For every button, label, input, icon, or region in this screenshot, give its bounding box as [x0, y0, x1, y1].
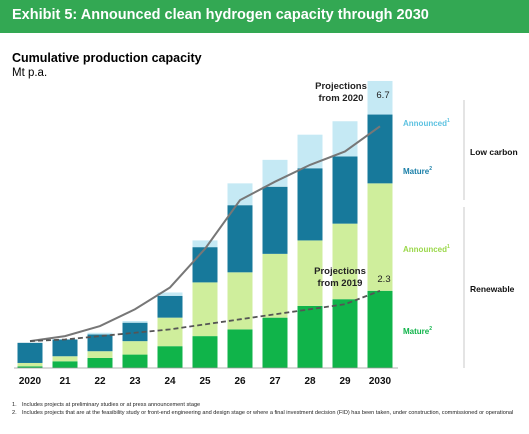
lines-layer — [29, 125, 381, 343]
bar-low-carbon-mature-28 — [297, 168, 323, 241]
bar-low-carbon-mature-27 — [262, 186, 288, 254]
projection-2020-label-line2: from 2020 — [319, 93, 364, 104]
label-mature-top: Mature — [403, 167, 430, 176]
bar-renewable-mature-23 — [122, 354, 148, 368]
projection-2020-value: 6.7 — [376, 90, 389, 101]
bar-low-carbon-mature-26 — [227, 205, 253, 273]
label-announced-bottom-wrap: Announced1 — [403, 244, 450, 254]
bar-renewable-announced-21 — [52, 356, 78, 362]
label-announced-top-sup: 1 — [447, 118, 450, 124]
bar-renewable-mature-25 — [192, 336, 218, 368]
bar-low-carbon-mature-21 — [52, 339, 78, 357]
bar-renewable-mature-24 — [157, 346, 183, 368]
bar-low-carbon-announced-24 — [157, 292, 183, 296]
label-announced-top: Announced — [403, 119, 447, 128]
bar-renewable-mature-28 — [297, 305, 323, 368]
bar-renewable-mature-26 — [227, 329, 253, 368]
label-mature-bottom: Mature — [403, 327, 430, 336]
footnotes: 1. Includes projects at preliminary studi… — [12, 402, 517, 417]
bar-low-carbon-announced-28 — [297, 134, 323, 169]
footnote-2: 2. Includes projects that are at the feas… — [12, 410, 517, 418]
exhibit-title: Exhibit 5: Announced clean hydrogen capa… — [12, 7, 429, 23]
bar-renewable-announced-29 — [332, 223, 358, 300]
footnote-2-text: Includes projects that are at the feasib… — [22, 409, 514, 416]
x-tick-label: 28 — [304, 376, 316, 387]
label-mature-bottom-sup: 2 — [429, 326, 432, 332]
footnote-1: 1. Includes projects at preliminary studi… — [12, 402, 517, 410]
line-projections-2019 — [29, 289, 381, 343]
x-tick-label: 2020 — [19, 376, 42, 387]
x-tick-label: 26 — [234, 376, 246, 387]
bar-renewable-mature-22 — [87, 357, 113, 368]
label-mature-top-wrap: Mature2 — [403, 166, 432, 176]
bar-low-carbon-mature-22 — [87, 334, 113, 352]
x-tick-label: 25 — [199, 376, 211, 387]
group-low-carbon-label: Low carbon — [470, 147, 518, 157]
exhibit-header: Exhibit 5: Announced clean hydrogen capa… — [0, 0, 529, 33]
bar-low-carbon-mature-2030 — [367, 114, 393, 184]
x-axis-labels: 2020 21 22 23 24 25 26 27 28 29 2030 — [19, 376, 392, 387]
x-tick-label: 23 — [129, 376, 141, 387]
label-announced-bottom-sup: 1 — [447, 244, 450, 250]
bar-low-carbon-mature-29 — [332, 156, 358, 224]
bar-renewable-announced-28 — [297, 240, 323, 306]
footnote-2-number: 2. — [12, 409, 17, 416]
bar-renewable-announced-23 — [122, 341, 148, 355]
bar-renewable-announced-24 — [157, 317, 183, 347]
bar-renewable-announced-25 — [192, 282, 218, 337]
group-renewable-label: Renewable — [470, 284, 515, 294]
line-projections-2020 — [29, 125, 381, 343]
bar-renewable-announced-2020 — [17, 362, 43, 367]
label-announced-top-wrap: Announced1 — [403, 118, 450, 128]
x-tick-label: 21 — [59, 376, 71, 387]
bar-low-carbon-announced-2030 — [367, 80, 393, 115]
bar-renewable-announced-22 — [87, 351, 113, 358]
projection-2019-value: 2.3 — [377, 274, 390, 285]
projection-2019-label-line2: from 2019 — [318, 278, 363, 289]
x-tick-label: 24 — [164, 376, 176, 387]
x-tick-label: 29 — [339, 376, 351, 387]
bar-renewable-mature-27 — [262, 317, 288, 368]
projection-2020-label-line1: Projections — [315, 81, 367, 92]
bar-low-carbon-announced-25 — [192, 240, 218, 248]
x-tick-label: 2030 — [369, 376, 392, 387]
x-tick-label: 27 — [269, 376, 281, 387]
projection-2019-label-line1: Projections — [314, 266, 366, 277]
bar-low-carbon-announced-26 — [227, 183, 253, 206]
label-mature-top-sup: 2 — [429, 166, 432, 172]
chart-subtitle: Cumulative production capacity — [12, 51, 202, 65]
bar-renewable-mature-29 — [332, 299, 358, 368]
label-mature-bottom-wrap: Mature2 — [403, 326, 432, 336]
bar-renewable-mature-21 — [52, 361, 78, 368]
bar-renewable-announced-27 — [262, 253, 288, 318]
bars-layer — [17, 80, 393, 368]
chart-unit: Mt p.a. — [12, 67, 48, 79]
bar-low-carbon-mature-2020 — [17, 342, 43, 363]
bar-low-carbon-mature-25 — [192, 247, 218, 283]
bar-low-carbon-announced-23 — [122, 321, 148, 323]
bar-low-carbon-mature-24 — [157, 295, 183, 318]
bar-low-carbon-announced-22 — [87, 332, 113, 335]
label-announced-bottom: Announced — [403, 245, 447, 254]
bar-renewable-mature-2020 — [17, 366, 43, 368]
footnote-1-text: Includes projects at preliminary studies… — [22, 402, 201, 408]
bar-renewable-mature-2030 — [367, 290, 393, 368]
x-tick-label: 22 — [94, 376, 106, 387]
bar-renewable-announced-2030 — [367, 183, 393, 291]
footnote-1-number: 1. — [12, 402, 17, 408]
